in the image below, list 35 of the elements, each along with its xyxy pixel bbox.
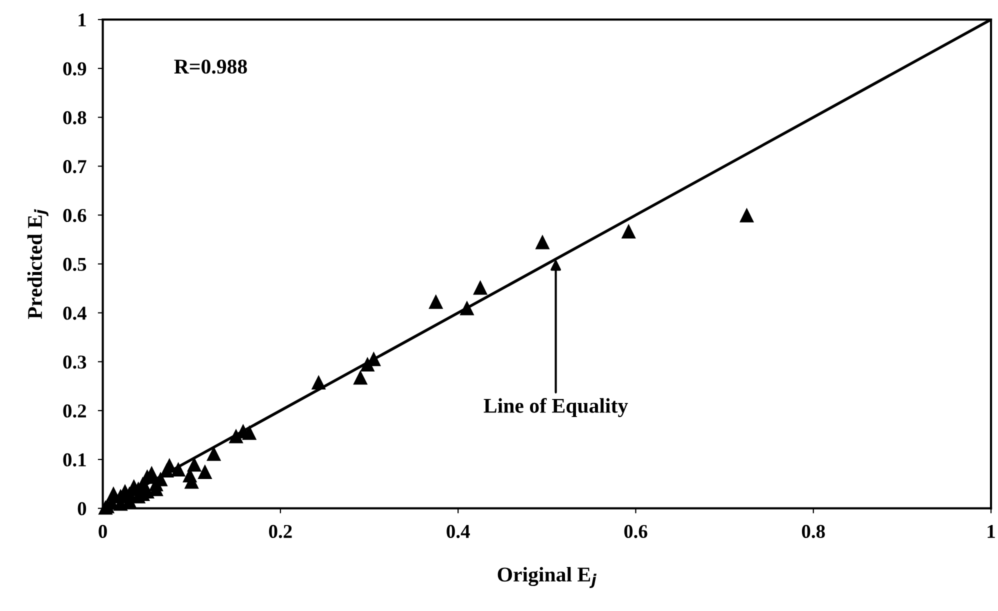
point	[621, 224, 636, 238]
point	[428, 294, 444, 309]
point	[311, 374, 326, 390]
y-tick-label: 0.6	[63, 208, 86, 222]
x-tick-label: 0	[98, 524, 107, 538]
x-tick-label: 0.8	[802, 524, 825, 538]
x-tick-label: 1	[988, 524, 995, 538]
point	[171, 462, 186, 477]
point	[535, 234, 550, 250]
y-tick-label: 0.3	[63, 356, 86, 369]
y-tick-label: 0.2	[63, 404, 86, 418]
point	[360, 356, 375, 372]
y-tick-label: 0.1	[63, 453, 86, 466]
x-axis-title: Original E$_{j}$	[498, 566, 597, 588]
point	[460, 300, 474, 316]
annotation: Line of Equality	[484, 398, 628, 418]
y-axis-title: Predicted E$_{j}$	[27, 209, 48, 319]
y-tick-label: 0	[78, 502, 86, 516]
point	[186, 457, 202, 472]
y-tick-label: 1	[78, 13, 86, 26]
x-tick-label: 0.6	[624, 524, 648, 538]
y-tick-label: 0.8	[63, 111, 86, 124]
y-tick-label: 0.4	[63, 306, 86, 320]
point	[473, 280, 488, 295]
y-tick-label: 0.5	[63, 258, 86, 271]
annotation: R=0.988	[174, 60, 247, 74]
x-tick-label: 0.4	[446, 524, 470, 538]
point	[198, 464, 212, 479]
point	[739, 208, 754, 222]
point	[228, 428, 244, 444]
y-tick-label: 0.7	[63, 160, 86, 174]
point	[206, 446, 222, 461]
y-tick-label: 0.9	[63, 62, 86, 76]
x-tick-label: 0.2	[269, 524, 292, 538]
point	[353, 370, 368, 385]
